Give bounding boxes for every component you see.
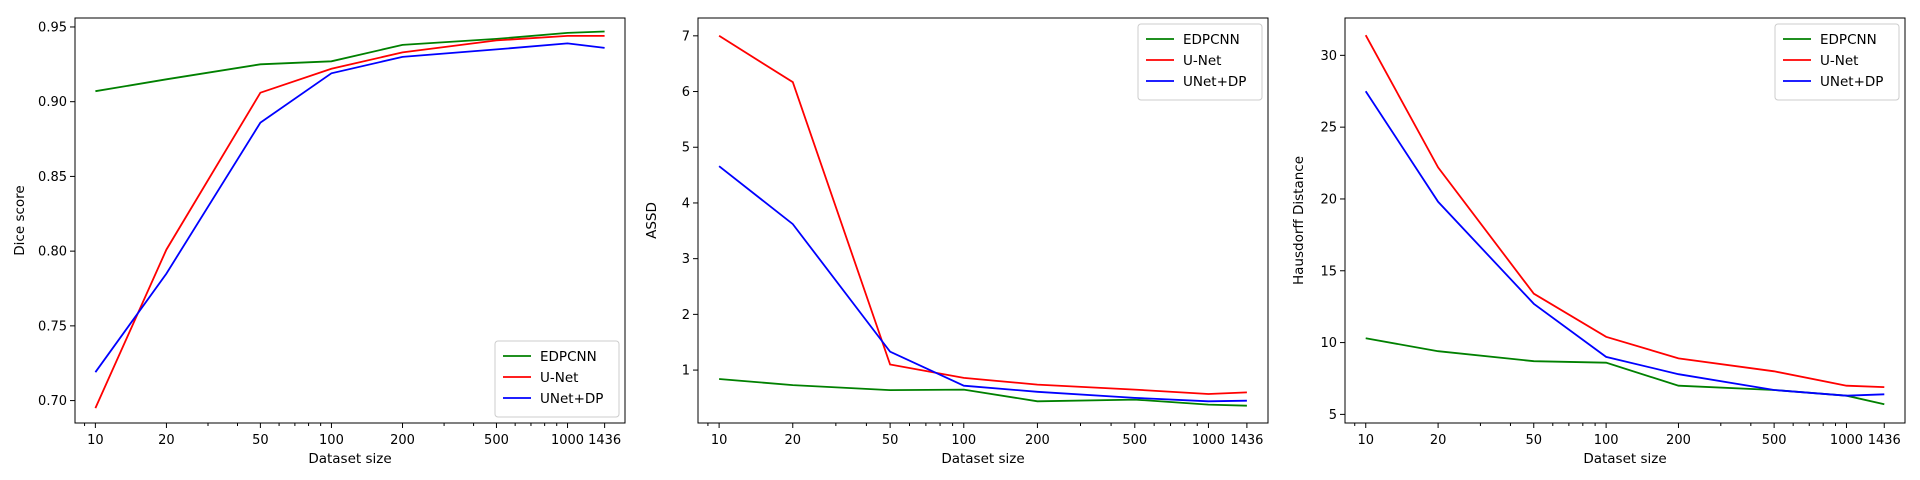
y-tick-label: 10 xyxy=(1320,336,1337,351)
y-tick-label: 0.85 xyxy=(38,170,67,185)
hausdorff-distance-chart: 10 20 50 100 200 500 1000 1436 5 10 15 20 25 30 Datase… xyxy=(1291,17,1906,467)
y-axis-label: Hausdorff Distance xyxy=(1291,156,1307,285)
legend-label: EDPCNN xyxy=(540,349,597,365)
y-tick-label: 6 xyxy=(682,85,690,100)
series-line-u-net xyxy=(718,35,1247,395)
y-tick-label: 20 xyxy=(1320,192,1337,207)
x-tick-label: 200 xyxy=(1666,433,1691,448)
x-tick-label: 10 xyxy=(1357,433,1374,448)
series-line-u-net xyxy=(94,35,605,409)
x-tick-label: 50 xyxy=(1525,433,1542,448)
x-tick-label: 100 xyxy=(319,433,344,448)
x-axis-label: Dataset size xyxy=(1583,451,1666,467)
x-tick-label: 20 xyxy=(784,433,801,448)
y-tick-label: 0.90 xyxy=(38,95,67,110)
y-tick-label: 7 xyxy=(682,29,690,44)
y-tick-label: 1 xyxy=(682,364,690,379)
x-tick-label: 500 xyxy=(484,433,509,448)
legend-label: EDPCNN xyxy=(1820,32,1877,48)
x-tick-label: 200 xyxy=(1025,433,1050,448)
x-tick-label: 1436 xyxy=(1230,433,1263,448)
y-tick-label: 0.70 xyxy=(38,394,67,409)
x-tick-label: 1436 xyxy=(1868,433,1901,448)
x-tick-label: 10 xyxy=(87,433,104,448)
x-tick-label: 50 xyxy=(252,433,269,448)
x-tick-label: 500 xyxy=(1762,433,1787,448)
x-tick-label: 20 xyxy=(158,433,175,448)
series-line-edpcnn xyxy=(1365,337,1885,406)
legend-label: U-Net xyxy=(1183,53,1221,69)
series-line-u-net xyxy=(1364,34,1885,388)
legend-label: U-Net xyxy=(540,370,578,386)
assd-chart: 10 20 50 100 200 500 1000 1436 1 2 3 4 5 6 7 Dataset si… xyxy=(644,17,1269,467)
x-tick-label: 50 xyxy=(882,433,899,448)
y-tick-label: 30 xyxy=(1320,49,1337,64)
x-tick-label: 20 xyxy=(1430,433,1447,448)
y-axis-label: Dice score xyxy=(12,185,28,255)
legend-label: UNet+DP xyxy=(1820,74,1883,90)
x-axis-label: Dataset size xyxy=(308,451,391,467)
y-tick-label: 4 xyxy=(682,196,690,211)
legend-label: EDPCNN xyxy=(1183,32,1240,48)
series-line-unet-dp xyxy=(1364,90,1885,397)
x-tick-label: 1000 xyxy=(1830,433,1863,448)
x-tick-label: 200 xyxy=(390,433,415,448)
legend: EDPCNN U-Net UNet+DP xyxy=(494,340,620,418)
x-tick-label: 100 xyxy=(951,433,976,448)
legend: EDPCNN U-Net UNet+DP xyxy=(1137,23,1263,101)
y-tick-label: 5 xyxy=(682,141,690,156)
series-line-edpcnn xyxy=(95,30,605,93)
plot-area-frame xyxy=(1344,17,1906,424)
x-tick-label: 1000 xyxy=(551,433,584,448)
series-line-unet-dp xyxy=(94,42,605,373)
x-axis-label: Dataset size xyxy=(941,451,1024,467)
x-tick-label: 100 xyxy=(1594,433,1619,448)
legend: EDPCNN U-Net UNet+DP xyxy=(1774,23,1900,101)
plot-area-frame xyxy=(74,17,626,424)
y-tick-label: 0.75 xyxy=(38,319,67,334)
x-tick-label: 1000 xyxy=(1192,433,1225,448)
x-tick-label: 500 xyxy=(1122,433,1147,448)
x-tick-label: 1436 xyxy=(588,433,621,448)
y-axis-label: ASSD xyxy=(644,202,660,239)
y-tick-label: 3 xyxy=(682,252,690,267)
y-tick-label: 5 xyxy=(1329,408,1337,423)
legend-label: U-Net xyxy=(1820,53,1858,69)
y-tick-label: 2 xyxy=(682,308,690,323)
y-tick-label: 0.80 xyxy=(38,245,67,260)
y-tick-label: 0.95 xyxy=(38,20,67,35)
series-line-edpcnn xyxy=(719,378,1247,407)
legend-label: UNet+DP xyxy=(540,391,603,407)
legend-label: UNet+DP xyxy=(1183,74,1246,90)
series-line-unet-dp xyxy=(718,165,1247,403)
y-tick-label: 15 xyxy=(1320,264,1337,279)
dice-score-chart: 10 20 50 100 200 500 1000 1436 0.70 0.75 0.80 0.85 0… xyxy=(12,17,626,467)
x-tick-label: 10 xyxy=(711,433,728,448)
y-tick-label: 25 xyxy=(1320,121,1337,136)
plot-area-frame xyxy=(697,17,1269,424)
